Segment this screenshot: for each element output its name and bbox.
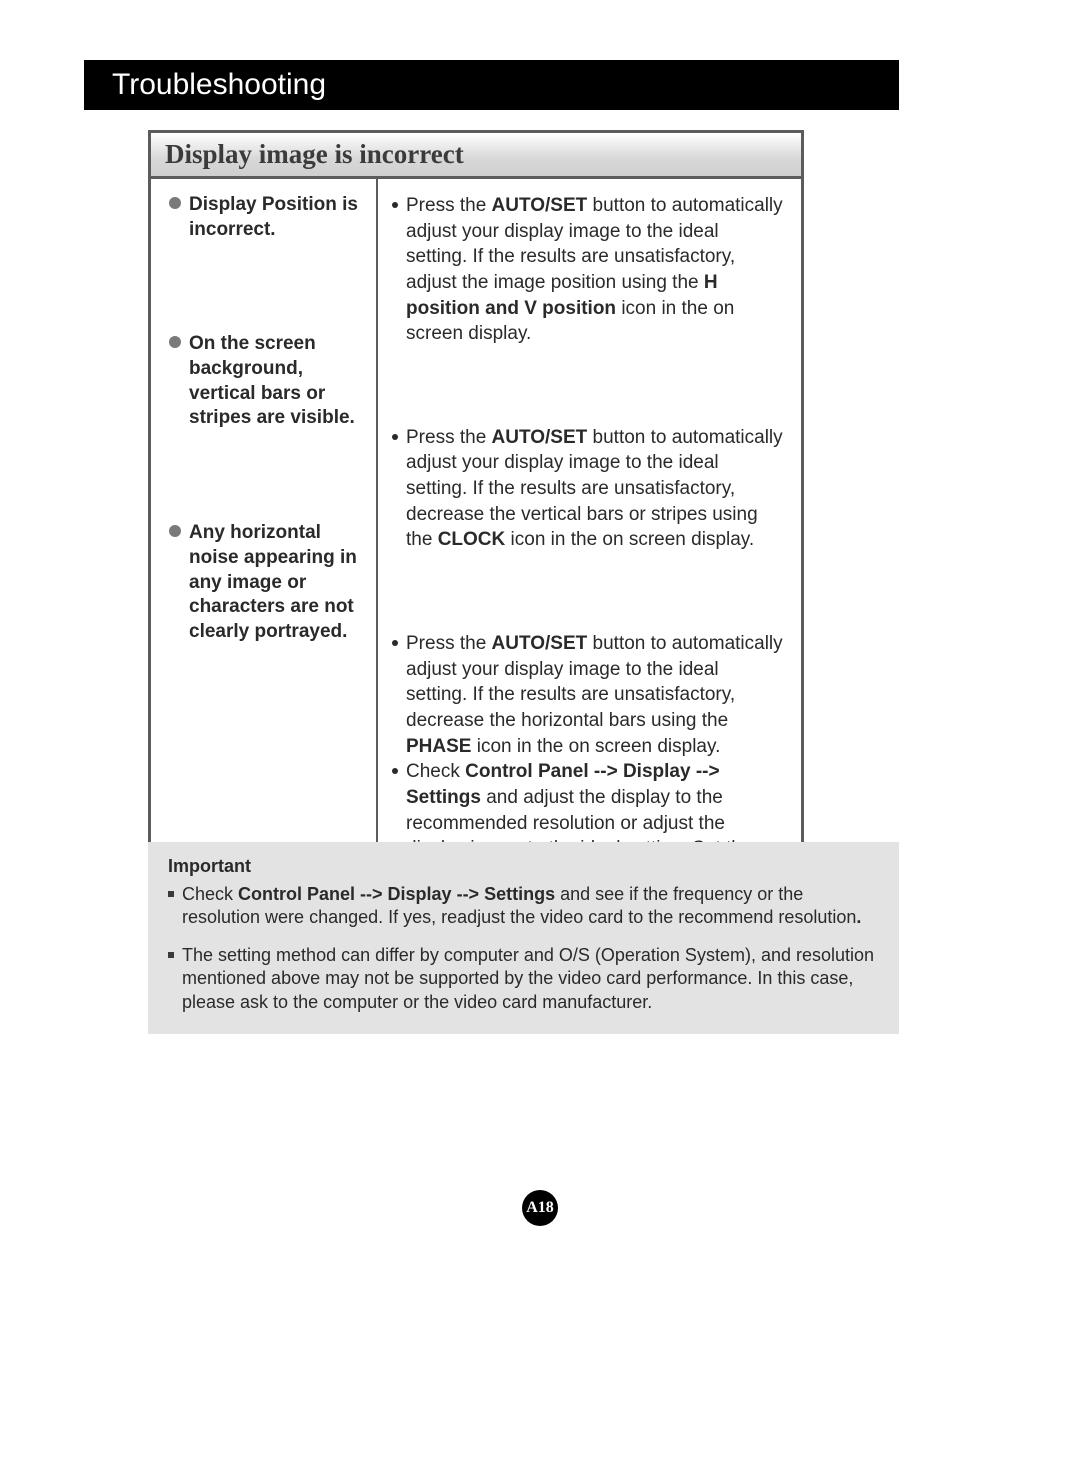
solution-item: Press the AUTO/SET button to automatical…	[392, 193, 783, 347]
important-text: Check Control Panel --> Display --> Sett…	[182, 883, 879, 930]
important-item: The setting method can differ by compute…	[168, 944, 879, 1014]
bullet-icon	[169, 525, 181, 537]
symptom-item: Display Position is incorrect.	[169, 193, 364, 242]
symptom-item: Any horizontal noise appearing in any im…	[169, 521, 364, 644]
dot-icon	[392, 202, 398, 208]
solution-text: Press the AUTO/SET button to automatical…	[406, 631, 783, 759]
two-column-layout: Display Position is incorrect. On the sc…	[151, 179, 801, 937]
square-icon	[168, 891, 174, 897]
solution-text: Press the AUTO/SET button to automatical…	[406, 425, 783, 553]
symptom-text: Display Position is incorrect.	[189, 193, 364, 242]
section-heading: Display image is incorrect	[151, 133, 801, 179]
important-note-box: Important Check Control Panel --> Displa…	[148, 842, 899, 1034]
bullet-icon	[169, 336, 181, 348]
important-text: The setting method can differ by compute…	[182, 944, 879, 1014]
dot-icon	[392, 768, 398, 774]
square-icon	[168, 952, 174, 958]
symptom-text: On the screen background, vertical bars …	[189, 332, 364, 431]
symptom-text: Any horizontal noise appearing in any im…	[189, 521, 364, 644]
dot-icon	[392, 434, 398, 440]
bullet-icon	[169, 197, 181, 209]
solution-item: Press the AUTO/SET button to automatical…	[392, 425, 783, 553]
dot-icon	[392, 640, 398, 646]
solution-text: Press the AUTO/SET button to automatical…	[406, 193, 783, 347]
important-item: Check Control Panel --> Display --> Sett…	[168, 883, 879, 930]
symptoms-column: Display Position is incorrect. On the sc…	[151, 179, 376, 937]
symptom-item: On the screen background, vertical bars …	[169, 332, 364, 431]
solutions-column: Press the AUTO/SET button to automatical…	[376, 179, 801, 937]
page-number-badge: A18	[522, 1190, 558, 1226]
important-heading: Important	[168, 856, 879, 877]
troubleshooting-box: Display image is incorrect Display Posit…	[148, 130, 804, 940]
page-title: Troubleshooting	[84, 60, 899, 110]
